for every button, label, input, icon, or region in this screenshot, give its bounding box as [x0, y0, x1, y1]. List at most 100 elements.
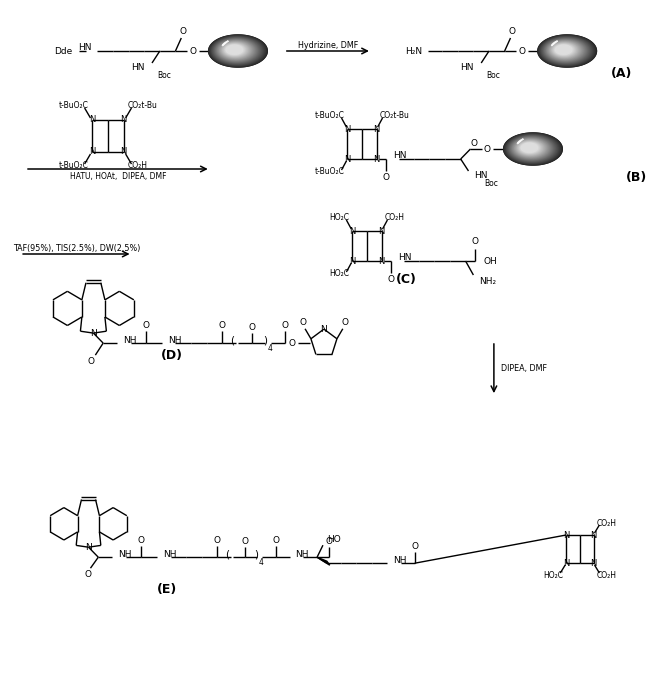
Text: CO₂H: CO₂H: [384, 214, 405, 223]
Text: DIPEA, DMF: DIPEA, DMF: [501, 364, 547, 373]
Text: N: N: [374, 155, 380, 164]
Polygon shape: [511, 137, 552, 159]
Polygon shape: [551, 41, 557, 46]
Text: O: O: [248, 323, 255, 331]
Text: N: N: [563, 558, 569, 567]
Polygon shape: [550, 42, 579, 58]
Polygon shape: [521, 143, 538, 152]
Polygon shape: [213, 38, 261, 64]
Text: O: O: [272, 536, 280, 545]
Text: Dde: Dde: [54, 47, 72, 56]
Polygon shape: [222, 43, 248, 57]
Polygon shape: [220, 42, 251, 58]
Polygon shape: [542, 38, 590, 64]
Text: CO₂t-Bu: CO₂t-Bu: [380, 111, 409, 120]
Text: (E): (E): [157, 583, 177, 596]
Polygon shape: [553, 44, 575, 56]
Polygon shape: [509, 136, 555, 161]
Polygon shape: [215, 39, 258, 62]
Polygon shape: [520, 143, 539, 152]
Text: HO₂C: HO₂C: [329, 214, 349, 223]
Polygon shape: [212, 37, 263, 65]
Text: Hydrizine, DMF: Hydrizine, DMF: [297, 40, 358, 49]
Polygon shape: [544, 38, 588, 63]
Text: (D): (D): [161, 349, 182, 363]
Polygon shape: [515, 139, 547, 157]
Text: N: N: [120, 148, 127, 157]
Text: N: N: [378, 226, 385, 235]
Text: NH: NH: [393, 555, 407, 564]
Text: HN: HN: [460, 63, 473, 72]
Text: N: N: [89, 148, 95, 157]
Polygon shape: [507, 135, 557, 162]
Polygon shape: [214, 38, 260, 63]
Text: N: N: [349, 226, 355, 235]
Polygon shape: [223, 44, 247, 56]
Polygon shape: [503, 133, 563, 165]
Polygon shape: [215, 38, 259, 63]
Text: O: O: [282, 321, 288, 330]
Polygon shape: [216, 40, 256, 61]
Text: CO₂H: CO₂H: [128, 161, 147, 171]
Text: O: O: [342, 318, 348, 327]
Polygon shape: [540, 36, 594, 66]
Polygon shape: [216, 39, 257, 62]
Text: O: O: [472, 237, 479, 246]
Polygon shape: [549, 42, 580, 58]
Polygon shape: [213, 37, 262, 64]
Polygon shape: [510, 137, 553, 160]
Text: O: O: [214, 536, 221, 545]
Text: N: N: [590, 530, 597, 539]
Polygon shape: [513, 139, 549, 158]
Text: (: (: [225, 549, 229, 559]
Text: 4: 4: [268, 344, 272, 353]
Text: NH: NH: [122, 335, 136, 345]
Polygon shape: [547, 40, 584, 61]
Text: N: N: [85, 543, 92, 552]
Text: O: O: [388, 276, 395, 285]
Text: HN: HN: [398, 253, 412, 262]
Text: O: O: [325, 537, 332, 546]
Text: Boc: Boc: [484, 180, 498, 189]
Polygon shape: [552, 43, 577, 57]
Polygon shape: [546, 40, 585, 61]
Polygon shape: [547, 40, 583, 60]
Text: O: O: [219, 321, 226, 330]
Text: O: O: [288, 338, 295, 347]
Text: (B): (B): [626, 171, 647, 184]
Text: TAF(95%), TIS(2.5%), DW(2.5%): TAF(95%), TIS(2.5%), DW(2.5%): [13, 244, 140, 253]
Polygon shape: [226, 45, 243, 55]
Polygon shape: [226, 45, 243, 54]
Polygon shape: [539, 35, 595, 66]
Text: (C): (C): [395, 273, 417, 285]
Text: HN: HN: [474, 171, 488, 180]
Polygon shape: [505, 134, 561, 164]
Polygon shape: [518, 141, 543, 155]
Polygon shape: [555, 45, 573, 55]
Text: ): ): [263, 335, 267, 345]
Text: N: N: [344, 125, 351, 134]
Text: (: (: [230, 335, 234, 345]
Text: N: N: [90, 329, 97, 338]
Text: (A): (A): [611, 67, 632, 79]
Text: O: O: [180, 28, 187, 36]
Polygon shape: [517, 141, 544, 155]
Polygon shape: [555, 45, 572, 54]
Text: NH₂: NH₂: [479, 276, 496, 285]
Polygon shape: [211, 36, 265, 65]
Polygon shape: [540, 36, 594, 65]
Text: O: O: [190, 47, 197, 56]
Text: O: O: [509, 28, 516, 36]
Polygon shape: [541, 37, 592, 65]
Polygon shape: [542, 37, 592, 64]
Text: NH: NH: [163, 550, 176, 559]
Text: t-BuO₂C: t-BuO₂C: [315, 111, 344, 120]
Text: 4: 4: [259, 557, 264, 567]
Text: O: O: [241, 537, 248, 546]
Polygon shape: [543, 38, 590, 63]
Polygon shape: [219, 41, 253, 60]
Text: O: O: [299, 318, 307, 327]
Text: t-BuO₂C: t-BuO₂C: [59, 102, 89, 111]
Polygon shape: [503, 133, 563, 165]
Text: O: O: [411, 541, 418, 551]
